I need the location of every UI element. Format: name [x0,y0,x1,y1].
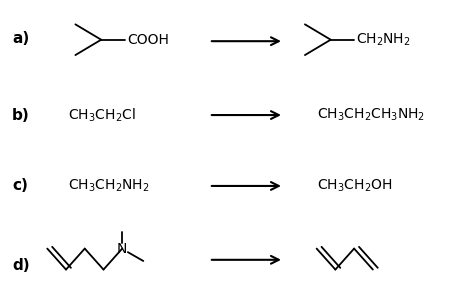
Text: CH$_3$CH$_2$NH$_2$: CH$_3$CH$_2$NH$_2$ [68,178,150,194]
Text: COOH: COOH [127,33,169,47]
Text: a): a) [12,31,29,46]
Text: N: N [117,242,128,256]
Text: c): c) [12,178,28,194]
Text: CH$_2$NH$_2$: CH$_2$NH$_2$ [356,32,411,48]
Text: CH$_3$CH$_2$Cl: CH$_3$CH$_2$Cl [68,106,137,124]
Text: CH$_3$CH$_2$CH$_3$NH$_2$: CH$_3$CH$_2$CH$_3$NH$_2$ [317,107,425,123]
Text: b): b) [12,107,30,123]
Text: CH$_3$CH$_2$OH: CH$_3$CH$_2$OH [317,178,392,194]
Text: d): d) [12,258,30,273]
